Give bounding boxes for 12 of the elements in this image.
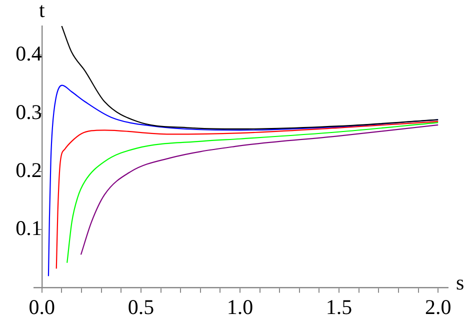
y-tick-label: 0.2: [16, 158, 42, 182]
x-tick-label: 1.5: [326, 294, 352, 319]
y-axis-title: t: [39, 0, 45, 22]
y-tick-label: 0.1: [16, 216, 42, 240]
x-axis-title: s: [456, 270, 464, 294]
x-tick-label: 2.0: [424, 294, 452, 319]
x-tick-label: 1.0: [226, 294, 254, 319]
y-tick-label: 0.3: [16, 100, 42, 124]
y-tick-label: 0.4: [16, 42, 42, 66]
x-tick-label: 0.5: [128, 294, 154, 319]
line-series: [61, 26, 439, 130]
x-tick-label: 0.0: [28, 294, 56, 319]
